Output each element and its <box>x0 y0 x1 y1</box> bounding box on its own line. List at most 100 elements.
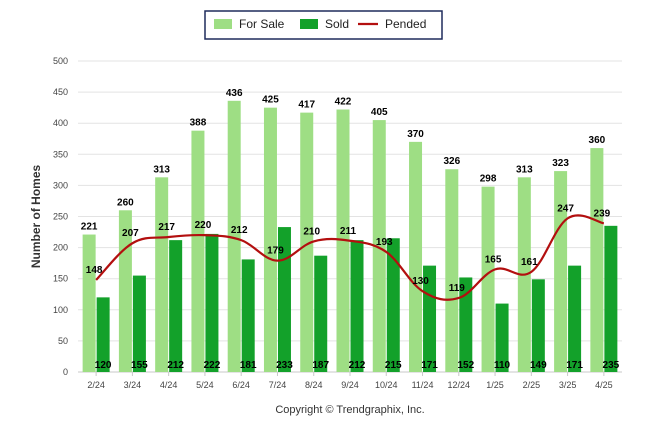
sold-bar <box>314 255 328 372</box>
x-tick-label: 1/25 <box>486 380 504 390</box>
for-sale-value-label: 323 <box>552 158 569 169</box>
x-axis-ticks: 2/24 3/24 4/24 5/24 6/24 7/24 8/24 9/24 10/24 11/… <box>87 372 613 390</box>
for-sale-value-label: 313 <box>153 164 170 175</box>
sold-value-label: 110 <box>494 360 511 371</box>
sold-value-label: 212 <box>167 360 184 371</box>
y-tick-label: 400 <box>53 118 68 128</box>
for-sale-value-label: 417 <box>298 100 315 111</box>
sold-bar <box>96 297 110 372</box>
sold-value-label: 233 <box>276 360 293 371</box>
sold-bar <box>241 259 255 372</box>
sold-bar <box>604 225 618 372</box>
sold-bar <box>568 265 582 372</box>
pended-value-label: 211 <box>340 226 357 237</box>
for-sale-bar <box>263 107 277 373</box>
sold-bar <box>350 240 364 372</box>
sold-value-label: 212 <box>349 360 366 371</box>
y-tick-label: 150 <box>53 274 68 284</box>
sold-value-label: 235 <box>603 360 620 371</box>
pended-value-label: 161 <box>521 257 538 268</box>
legend-sold-swatch <box>300 19 318 29</box>
sold-value-label: 187 <box>312 360 329 371</box>
pended-value-label: 193 <box>376 237 393 248</box>
pended-value-label: 207 <box>122 228 139 239</box>
for-sale-bar <box>82 234 96 372</box>
for-sale-value-label: 221 <box>81 222 98 233</box>
y-tick-label: 200 <box>53 243 68 253</box>
pended-line <box>95 214 605 301</box>
pended-value-label: 119 <box>449 283 466 294</box>
sold-bar <box>277 227 291 372</box>
sold-value-label: 120 <box>95 360 112 371</box>
for-sale-value-label: 313 <box>516 164 533 175</box>
sold-value-label: 155 <box>131 360 148 371</box>
sold-bar <box>386 238 400 372</box>
sold-bar <box>495 303 509 372</box>
for-sale-bar <box>481 186 495 372</box>
y-axis-ticks: 0 50 100 150 200 250 300 350 400 450 500 <box>53 56 68 377</box>
x-tick-label: 4/25 <box>595 380 613 390</box>
legend-for-sale-swatch <box>214 19 232 29</box>
legend-for-sale-label: For Sale <box>239 17 285 31</box>
x-tick-label: 2/25 <box>523 380 541 390</box>
y-tick-label: 100 <box>53 305 68 315</box>
y-tick-label: 50 <box>58 336 68 346</box>
x-tick-label: 3/24 <box>124 380 142 390</box>
legend-box <box>204 10 443 40</box>
for-sale-value-label: 298 <box>480 174 497 185</box>
sold-bar <box>169 240 183 372</box>
for-sale-value-label: 436 <box>226 88 243 99</box>
pended-value-label: 210 <box>303 226 320 237</box>
for-sale-bar <box>300 112 314 372</box>
pended-value-label: 148 <box>86 265 103 276</box>
pended-value-label: 247 <box>557 203 574 214</box>
x-tick-label: 4/24 <box>160 380 178 390</box>
copyright-credit: Copyright © Trendgraphix, Inc. <box>275 404 424 416</box>
sold-bar <box>459 277 473 372</box>
for-sale-value-label: 360 <box>589 135 606 146</box>
for-sale-bar <box>372 120 386 372</box>
x-tick-label: 2/24 <box>87 380 105 390</box>
legend: For Sale Sold Pended <box>204 10 443 40</box>
y-tick-label: 300 <box>53 180 68 190</box>
for-sale-value-label: 388 <box>190 118 207 129</box>
x-tick-label: 8/24 <box>305 380 323 390</box>
pended-value-label: 239 <box>594 208 611 219</box>
sold-value-label: 215 <box>385 360 402 371</box>
pended-value-label: 130 <box>412 276 429 287</box>
pended-value-label: 179 <box>267 246 284 257</box>
pended-line-path <box>95 214 605 301</box>
data-labels: 221 260 313 388 436 425 417 422 405 370 326 298 313 3… <box>81 88 620 371</box>
for-sale-bar <box>155 177 169 372</box>
x-tick-label: 10/24 <box>375 380 398 390</box>
sold-bar <box>205 233 219 372</box>
for-sale-bar <box>554 171 568 372</box>
sold-value-label: 181 <box>240 360 257 371</box>
x-tick-label: 9/24 <box>341 380 359 390</box>
for-sale-value-label: 370 <box>407 129 424 140</box>
x-tick-label: 11/24 <box>412 380 434 390</box>
legend-sold-label: Sold <box>325 17 349 31</box>
x-tick-label: 3/25 <box>559 380 577 390</box>
legend-pended-label: Pended <box>385 17 426 31</box>
sold-value-label: 149 <box>530 360 547 371</box>
for-sale-bar <box>590 148 604 372</box>
pended-value-label: 165 <box>485 254 502 265</box>
pended-value-label: 212 <box>231 225 248 236</box>
for-sale-value-label: 425 <box>262 95 279 106</box>
sold-value-label: 222 <box>204 360 221 371</box>
sold-value-label: 171 <box>421 360 438 371</box>
sold-bar <box>132 275 146 372</box>
x-tick-label: 12/24 <box>448 380 471 390</box>
y-tick-label: 250 <box>53 212 68 222</box>
for-sale-value-label: 422 <box>335 97 352 108</box>
y-tick-label: 500 <box>53 56 68 66</box>
pended-value-label: 220 <box>195 220 212 231</box>
for-sale-bar <box>191 130 205 372</box>
for-sale-value-label: 405 <box>371 107 388 118</box>
for-sale-value-label: 326 <box>443 156 460 167</box>
for-sale-value-label: 260 <box>117 197 134 208</box>
y-tick-label: 450 <box>53 87 68 97</box>
